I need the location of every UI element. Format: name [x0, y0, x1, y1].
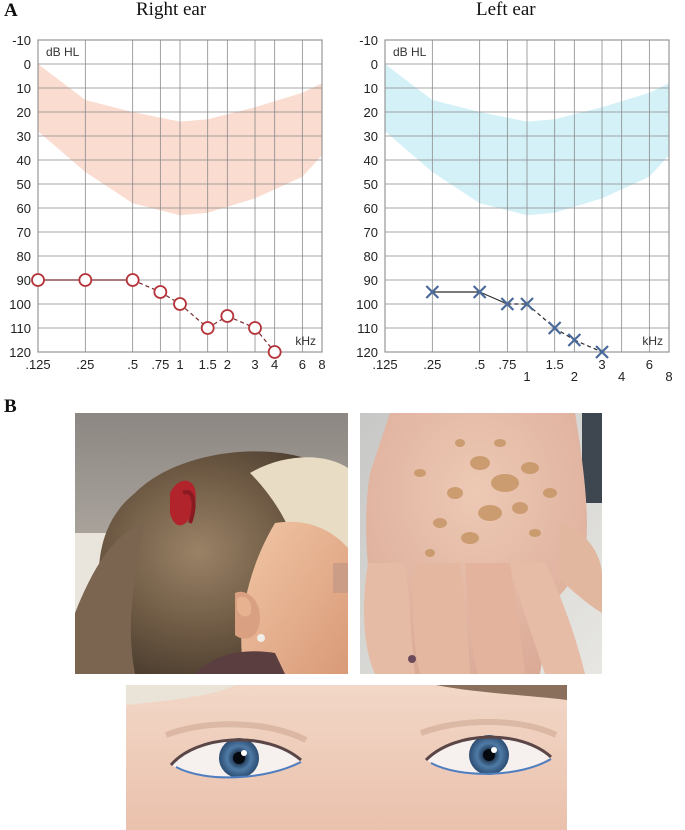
x-tick-label: .25 [76, 357, 94, 372]
right-ear-audiogram: -10 0 10 20 30 40 50 60 70 80 90 100 110 120.125 .25 .5… [9, 33, 325, 372]
x-tick-label: .75 [498, 357, 516, 372]
x-tick-label: 1 [523, 369, 530, 384]
data-point [425, 285, 440, 299]
left-ear-audiogram: -10 0 10 20 30 40 50 60 70 80 90 100 110 120.125 .25 .5… [356, 33, 672, 384]
y-tick-label: 10 [364, 81, 378, 96]
y-tick-label: 120 [356, 345, 378, 360]
panel-b-label: B [4, 396, 17, 417]
y-tick-label: 100 [9, 297, 31, 312]
data-point [267, 345, 282, 359]
y-tick-label: 110 [357, 321, 378, 336]
x-tick-label: 1.5 [546, 357, 564, 372]
data-point [567, 333, 582, 347]
x-tick-label: 8 [318, 357, 325, 372]
series-segment [254, 327, 276, 353]
series-segment [227, 315, 256, 329]
data-point [78, 273, 93, 287]
y-tick-label: 70 [364, 225, 378, 240]
y-tick-label: -10 [12, 33, 31, 48]
series-segment [574, 339, 603, 353]
x-tick-label: 4 [618, 369, 625, 384]
data-point [31, 273, 45, 287]
data-point [472, 285, 487, 299]
x-tick-label: 2 [224, 357, 231, 372]
head-hearing-aid-photo [75, 413, 348, 674]
y-tick-label: 110 [10, 321, 31, 336]
data-point [500, 297, 515, 311]
y-tick-label: 100 [356, 297, 378, 312]
data-point [248, 321, 262, 335]
y-tick-label: 40 [364, 153, 378, 168]
x-tick-label: 4 [271, 357, 278, 372]
x-tick-label: .125 [25, 357, 50, 372]
y-tick-label: 50 [364, 177, 378, 192]
x-tick-label: 1.5 [199, 357, 217, 372]
y-tick-label: 40 [17, 153, 31, 168]
x-tick-label: 1 [176, 357, 183, 372]
y-tick-label: 60 [364, 201, 378, 216]
y-tick-label: 90 [364, 273, 378, 288]
y-tick-label: 10 [17, 81, 31, 96]
x-tick-label: .125 [372, 357, 397, 372]
y-tick-label: 30 [364, 129, 378, 144]
data-point [520, 297, 534, 311]
data-point [125, 273, 140, 287]
x-tick-label: .75 [151, 357, 169, 372]
x-tick-label: 2 [571, 369, 578, 384]
x-tick-label: .5 [127, 357, 138, 372]
y-axis-label: dB HL [393, 45, 427, 59]
y-tick-label: 90 [17, 273, 31, 288]
x-tick-label: 3 [598, 357, 605, 372]
y-tick-label: -10 [359, 33, 378, 48]
y-tick-label: 50 [17, 177, 31, 192]
x-tick-label: .5 [474, 357, 485, 372]
y-tick-label: 30 [17, 129, 31, 144]
right-ear-title: Right ear [136, 0, 207, 20]
hand-pigmentation-photo [360, 413, 602, 674]
series-segment [479, 291, 508, 305]
y-axis-label: dB HL [46, 45, 80, 59]
y-tick-label: 120 [9, 345, 31, 360]
y-tick-label: 0 [24, 57, 31, 72]
data-point [220, 309, 235, 323]
left-ear-title: Left ear [476, 0, 536, 20]
y-tick-label: 0 [371, 57, 378, 72]
x-axis-label: kHz [295, 334, 316, 348]
data-point [200, 321, 215, 335]
y-tick-label: 70 [17, 225, 31, 240]
y-tick-label: 60 [17, 201, 31, 216]
x-tick-label: 8 [665, 369, 672, 384]
x-tick-label: .25 [423, 357, 441, 372]
x-tick-label: 6 [299, 357, 306, 372]
series-segment [132, 279, 161, 293]
panel-a-label: A [4, 0, 18, 21]
x-tick-label: 6 [646, 357, 653, 372]
y-tick-label: 80 [17, 249, 31, 264]
data-point [547, 321, 562, 335]
x-axis-label: kHz [642, 334, 663, 348]
y-tick-label: 80 [364, 249, 378, 264]
data-point [595, 345, 609, 359]
blue-eyes-photo [126, 685, 567, 830]
data-point [153, 285, 168, 299]
data-point [173, 297, 187, 311]
y-tick-label: 20 [364, 105, 378, 120]
y-tick-label: 20 [17, 105, 31, 120]
x-tick-label: 3 [251, 357, 258, 372]
